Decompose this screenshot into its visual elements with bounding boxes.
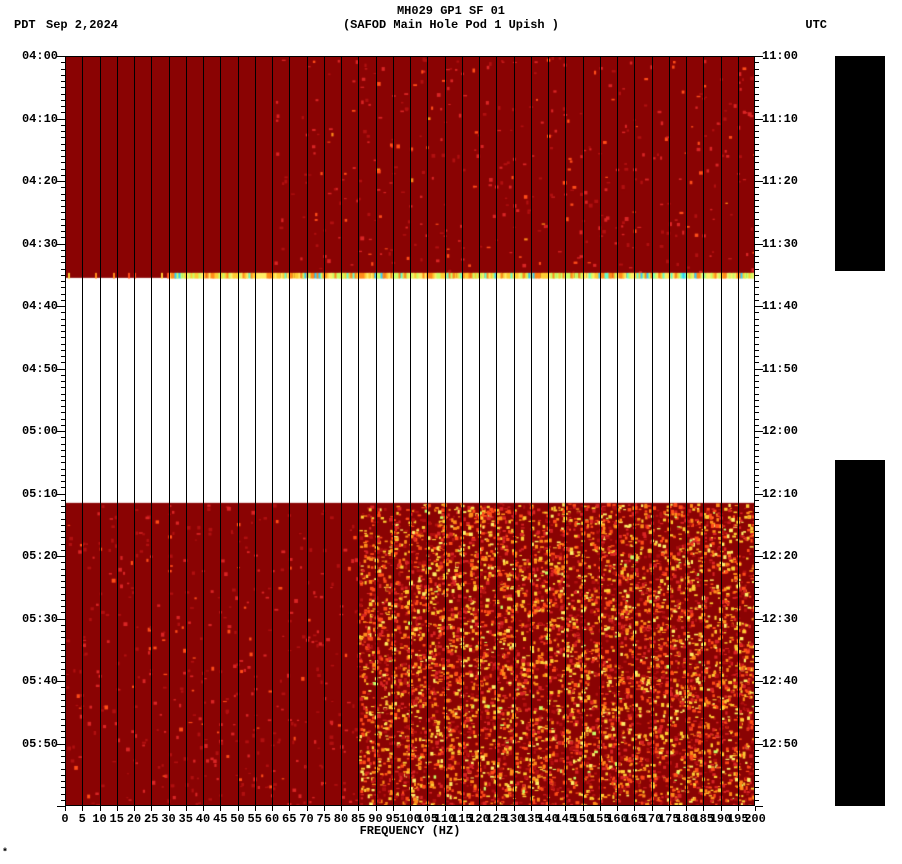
y-left-label: 04:00 <box>0 49 58 63</box>
y-right-label: 11:50 <box>762 362 820 376</box>
y-left-label: 05:00 <box>0 424 58 438</box>
left-axis-labels: 04:0004:1004:2004:3004:4004:5005:0005:10… <box>0 56 60 806</box>
y-left-label: 04:10 <box>0 112 58 126</box>
spectrogram-canvas <box>65 56 755 806</box>
y-left-label: 04:40 <box>0 299 58 313</box>
y-right-label: 12:30 <box>762 612 820 626</box>
footnote: * <box>2 848 8 859</box>
chart-header: MH029 GP1 SF 01 (SAFOD Main Hole Pod 1 U… <box>0 4 902 32</box>
y-left-label: 05:30 <box>0 612 58 626</box>
right-axis-labels: 11:0011:1011:2011:3011:4011:5012:0012:10… <box>760 56 820 806</box>
y-right-label: 11:10 <box>762 112 820 126</box>
spectrogram-page: MH029 GP1 SF 01 (SAFOD Main Hole Pod 1 U… <box>0 0 902 864</box>
y-left-label: 05:40 <box>0 674 58 688</box>
chart-title-2: (SAFOD Main Hole Pod 1 Upish ) <box>0 18 902 32</box>
y-right-label: 12:40 <box>762 674 820 688</box>
y-right-label: 12:00 <box>762 424 820 438</box>
y-right-label: 11:30 <box>762 237 820 251</box>
colorbar <box>835 460 885 806</box>
date-label: Sep 2,2024 <box>46 18 118 32</box>
colorbar <box>835 56 885 271</box>
y-left-label: 04:20 <box>0 174 58 188</box>
y-left-label: 04:50 <box>0 362 58 376</box>
y-left-label: 05:20 <box>0 549 58 563</box>
timezone-left: PDT <box>14 18 36 32</box>
y-right-label: 12:50 <box>762 737 820 751</box>
chart-title-1: MH029 GP1 SF 01 <box>0 4 902 18</box>
y-right-label: 11:20 <box>762 174 820 188</box>
y-right-label: 12:20 <box>762 549 820 563</box>
y-left-label: 04:30 <box>0 237 58 251</box>
x-axis-title: FREQUENCY (HZ) <box>65 824 755 838</box>
timezone-right: UTC <box>805 18 827 32</box>
y-left-label: 05:50 <box>0 737 58 751</box>
y-right-label: 11:40 <box>762 299 820 313</box>
spectrogram-plot <box>65 56 755 806</box>
y-right-label: 11:00 <box>762 49 820 63</box>
y-left-label: 05:10 <box>0 487 58 501</box>
y-right-label: 12:10 <box>762 487 820 501</box>
